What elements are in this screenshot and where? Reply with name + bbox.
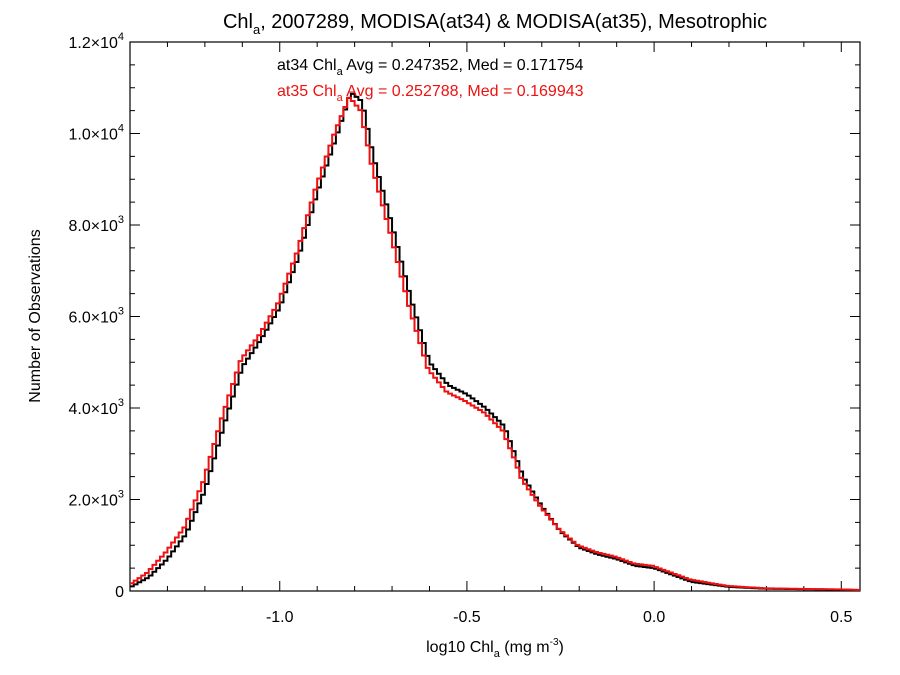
y-tick-exponent: 3 [118,214,124,226]
y-axis-label: Number of Observations [27,229,44,402]
y-tick-exponent: 3 [118,489,124,501]
x-tick-label: -0.5 [453,609,481,626]
y-tick-label: 4.0×103 [68,397,124,418]
stats-at35-prefix: at35 Chl [277,83,337,100]
y-tick-mantissa: 8.0×10 [68,218,117,235]
stats-at35-text: Avg = 0.252788, Med = 0.169943 [343,83,584,100]
y-tick-mantissa: 0 [115,584,124,601]
plot-frame [129,41,861,592]
x-axis-label-superscript: -3 [550,637,559,648]
x-axis-label-unit: (mg m [500,639,550,656]
chart-title: Chla, 2007289, MODISA(at34) & MODISA(at3… [223,11,767,37]
y-axis: 02.0×1034.0×1036.0×1038.0×1031.0×1041.2×… [68,31,860,601]
y-tick-label: 8.0×103 [68,214,124,235]
chart-title-subscript: a [253,22,261,37]
y-tick-label: 2.0×103 [68,489,124,510]
chart-title-main: Chl [223,11,253,33]
y-tick-exponent: 3 [118,306,124,318]
stats-at34-prefix: at34 Chl [277,57,337,74]
y-tick-exponent: 4 [118,123,124,135]
y-tick-exponent: 4 [118,31,124,43]
y-tick-label: 6.0×103 [68,306,124,327]
y-tick-mantissa: 1.0×10 [68,127,117,144]
y-tick-label: 1.0×104 [68,123,124,144]
y-tick-mantissa: 6.0×10 [68,310,117,327]
x-axis-label-subscript: a [494,648,501,660]
x-tick-label: 0.5 [830,609,852,626]
x-axis-label: log10 Chla (mg m-3) [426,637,564,660]
y-tick-mantissa: 2.0×10 [68,493,117,510]
stats-at35-subscript: a [337,92,344,104]
x-tick-label: 0.0 [643,609,665,626]
chart-title-rest: , 2007289, MODISA(at34) & MODISA(at35), … [260,11,767,33]
stats-at35: at35 Chla Avg = 0.252788, Med = 0.169943 [277,83,584,104]
x-axis-label-main: log10 Chl [426,639,494,656]
y-tick-mantissa: 4.0×10 [68,401,117,418]
y-tick-label: 0 [115,584,124,601]
x-tick-label: -1.0 [266,609,294,626]
series-layer [130,92,860,592]
x-axis-label-close: ) [559,639,564,656]
y-tick-exponent: 3 [118,397,124,409]
stats-at34-subscript: a [337,66,344,78]
series-at34-line [130,92,860,592]
y-tick-mantissa: 1.2×10 [68,35,117,52]
stats-at34: at34 Chla Avg = 0.247352, Med = 0.171754 [277,57,584,78]
x-axis: -1.0 -0.5 0.0 0.5 [129,42,853,626]
y-tick-label: 1.2×104 [68,31,124,52]
series-at35-line [130,96,860,591]
stats-at34-text: Avg = 0.247352, Med = 0.171754 [343,57,584,74]
